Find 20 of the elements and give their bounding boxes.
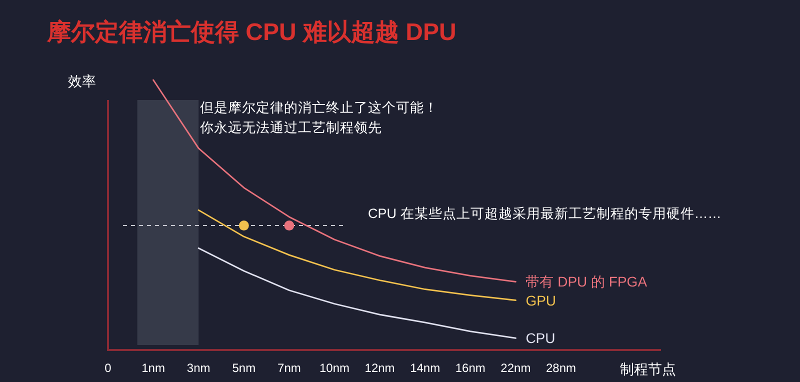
x-tick-label: 14nm (410, 361, 440, 375)
x-axis-title: 制程节点 (620, 361, 676, 377)
y-axis-title: 效率 (68, 73, 96, 89)
x-tick-label: 3nm (186, 361, 210, 375)
series-label: GPU (526, 292, 556, 308)
x-tick-label: 12nm (364, 361, 395, 375)
x-tick-label: 28nm (546, 361, 576, 375)
annotation: 但是摩尔定律的消亡终止了这个可能！ (200, 100, 438, 115)
x-tick-label: 10nm (319, 361, 350, 375)
x-tick-label: 1nm (142, 361, 165, 375)
x-tick-label: 16nm (455, 361, 486, 375)
series-label: 带有 DPU 的 FPGA (526, 274, 648, 290)
series-label: CPU (526, 330, 556, 346)
x-tick-label: 7nm (278, 361, 301, 375)
chart-title: 摩尔定律消亡使得 CPU 难以超越 DPU (46, 18, 456, 46)
x-tick-label: 22nm (500, 361, 531, 375)
x-tick-label: 5nm (232, 361, 256, 375)
x-tick-label: 0 (104, 361, 112, 375)
annotation: 你永远无法通过工艺制程领先 (199, 120, 382, 135)
annotation: CPU 在某些点上可超越采用最新工艺制程的专用硬件…… (368, 206, 722, 221)
